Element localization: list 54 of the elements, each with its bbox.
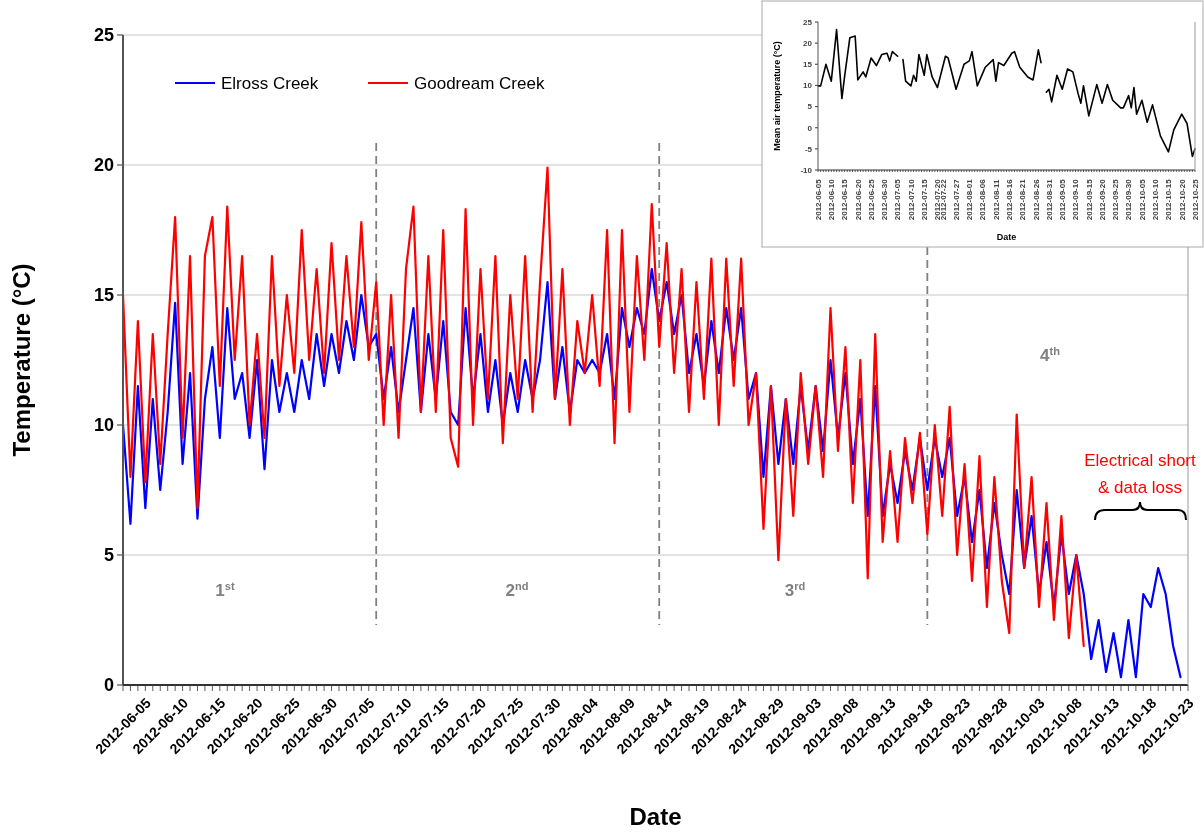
- y-axis-title: Temperature (°C): [8, 263, 35, 457]
- x-tick-label: 2012-09-20: [1097, 178, 1107, 221]
- x-tick-label: 2012-06-15: [840, 178, 850, 221]
- x-tick-label: 2012-10-25: [1190, 178, 1200, 221]
- y-tick-label: 20: [803, 38, 813, 48]
- x-tick-label: 2012-10-10: [1150, 178, 1160, 221]
- x-tick-label: 2012-08-31: [1044, 178, 1054, 221]
- annotation: 2$^{nd}$: [505, 579, 529, 600]
- y-tick-label: 15: [93, 285, 114, 306]
- y-tick-label: -5: [804, 144, 813, 154]
- x-axis-title: Date: [996, 232, 1017, 242]
- x-tick-label: 2012-10-15: [1164, 178, 1174, 221]
- annotation: 1$^{st}$: [215, 579, 235, 600]
- x-tick-label: 2012-09-05: [1058, 178, 1068, 221]
- y-tick-label: 0: [807, 123, 813, 133]
- y-axis-title: Mean air temperature (°C): [772, 41, 782, 151]
- x-tick-label: 2012-08-01: [965, 178, 975, 221]
- x-tick-label: 2012-06-25: [866, 178, 876, 221]
- x-tick-label: 2012-07-05: [893, 178, 903, 221]
- annotation: Electrical short & data loss: [1084, 450, 1197, 498]
- x-tick-label: 2012-09-30: [1124, 178, 1134, 221]
- annotation: 4$^{th}$: [1040, 344, 1061, 365]
- x-tick-label: 2012-07-10: [906, 178, 916, 221]
- x-tick-label: 2012-08-06: [978, 178, 988, 221]
- x-tick-label: 2012-06-05: [813, 178, 823, 221]
- x-tick-label: 2012-08-21: [1018, 178, 1028, 221]
- y-tick-label: 5: [807, 102, 813, 112]
- legend-label: Goodream Creek: [414, 73, 545, 93]
- x-tick-label: 2012-08-16: [1004, 178, 1014, 221]
- annotation: 3$^{rd}$: [784, 579, 806, 600]
- y-tick-label: 25: [93, 25, 114, 46]
- x-tick-label: 2012-09-25: [1111, 178, 1121, 221]
- y-tick-label: 0: [103, 675, 114, 696]
- y-tick-label: 20: [93, 155, 114, 176]
- y-tick-label: 5: [103, 545, 114, 566]
- x-tick-label: 2012-06-30: [880, 178, 890, 221]
- x-tick-label: 2012-07-15: [920, 178, 929, 221]
- x-tick-label: 2012-06-10: [827, 178, 837, 221]
- x-tick-label: 2012-10-05: [1137, 178, 1147, 221]
- x-tick-label: 2012-09-10: [1071, 178, 1081, 221]
- x-axis-title: Date: [629, 803, 682, 830]
- x-tick-label: 2012-07-27: [951, 178, 961, 221]
- x-tick-label: 2012-10-20: [1177, 178, 1187, 221]
- x-tick-label: 2012-08-26: [1031, 178, 1041, 221]
- y-tick-label: 25: [803, 17, 813, 27]
- legend-label: Elross Creek: [221, 73, 319, 93]
- y-tick-label: 10: [93, 415, 114, 436]
- x-tick-label: 2012-06-20: [853, 178, 863, 221]
- y-tick-label: 10: [803, 81, 813, 91]
- y-tick-label: -10: [800, 165, 813, 175]
- x-tick-label: 2012-08-11: [991, 179, 1001, 221]
- line-series: [121, 166, 1085, 648]
- x-tick-label: 2012-09-15: [1084, 178, 1094, 221]
- y-tick-label: 15: [803, 60, 813, 70]
